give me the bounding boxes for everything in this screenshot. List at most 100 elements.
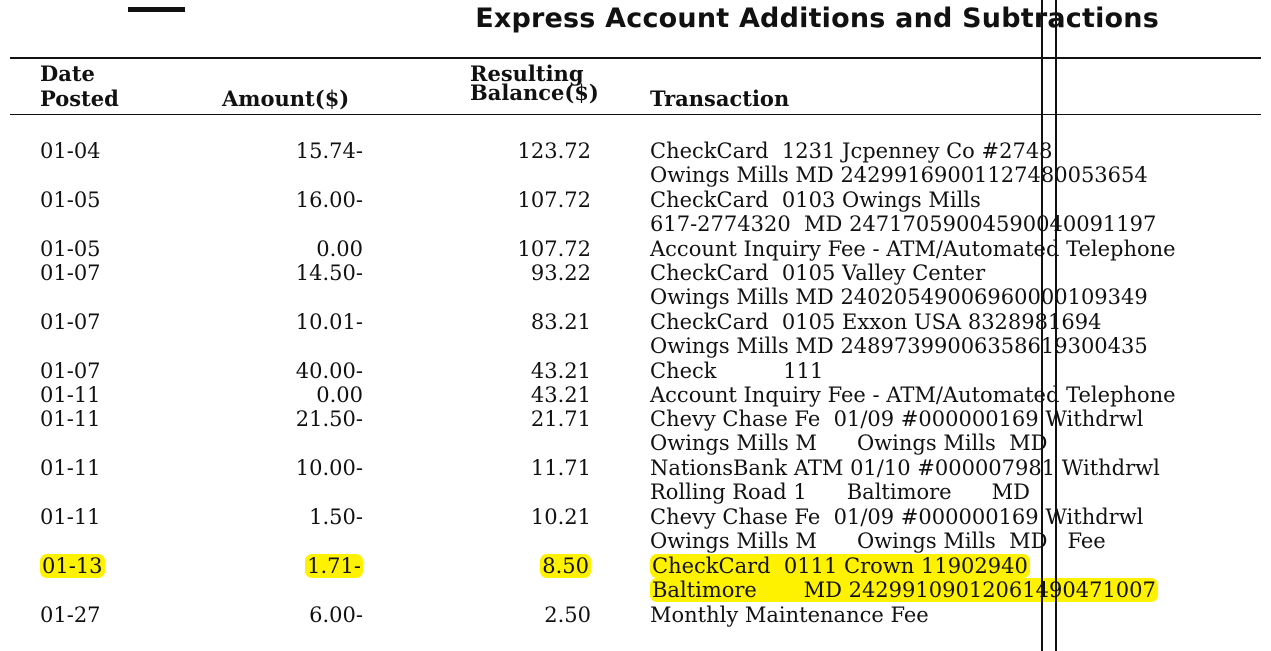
transaction-cell: CheckCard 1231 Jcpenney Co #2748 Owings M… [650, 139, 1148, 187]
balance-cell-text: 83.21 [530, 309, 591, 334]
amount-cell: 1.71- [305, 553, 363, 578]
header-balance-line2: Balance($) [470, 80, 599, 105]
balance-cell: 107.72 [518, 188, 591, 212]
date-cell-text: 01-07 [40, 261, 101, 285]
transaction-cell: Chevy Chase Fe 01/09 #000000169 Withdrwl… [650, 407, 1143, 455]
transaction-line2: Baltimore MD 24299109012061490471007 [650, 577, 1158, 602]
amount-cell-text: 15.74- [295, 139, 363, 163]
date-cell-text: 01-05 [40, 187, 101, 212]
transaction-line2: Owings Mills M Owings Mills MD Fee [650, 529, 1106, 553]
amount-cell: 0.00 [316, 383, 363, 407]
balance-cell: 93.22 [531, 261, 591, 285]
transaction-line1: CheckCard 0105 Exxon USA 8328981694 [650, 309, 1102, 334]
page-title: Express Account Additions and Subtractio… [475, 3, 1159, 34]
balance-cell-text: 2.50 [544, 602, 591, 627]
date-cell-text: 01-27 [40, 602, 101, 627]
transaction-line2: Owings Mills MD 24020549006960000109349 [650, 285, 1148, 309]
balance-cell-text: 43.21 [530, 358, 591, 383]
balance-cell-text: 123.72 [517, 139, 591, 163]
amount-cell-text: 0.00 [316, 236, 363, 261]
balance-cell: 43.21 [531, 383, 591, 407]
amount-cell: 6.00- [309, 603, 363, 627]
date-cell: 01-11 [40, 505, 101, 529]
transaction-line1: CheckCard 1231 Jcpenney Co #2748 [650, 139, 1053, 163]
date-cell-text: 01-13 [40, 553, 105, 578]
balance-cell: 43.21 [531, 359, 591, 383]
amount-cell-text: 1.71- [305, 553, 363, 578]
transaction-cell: CheckCard 0105 Exxon USA 8328981694 Owing… [650, 310, 1148, 358]
transaction-line1: Chevy Chase Fe 01/09 #000000169 Withdrwl [650, 505, 1144, 529]
transaction-cell: CheckCard 0105 Valley Center Owings Mills… [650, 261, 1148, 309]
amount-cell: 10.01- [296, 310, 363, 334]
amount-cell: 21.50- [296, 407, 363, 431]
transaction-line1: CheckCard 0111 Crown 11902940 [650, 553, 1030, 578]
amount-cell: 15.74- [296, 139, 363, 163]
transaction-line1: NationsBank ATM 01/10 #000007981 Withdrw… [650, 456, 1160, 481]
balance-cell-text: 107.72 [517, 187, 591, 212]
transaction-cell: NationsBank ATM 01/10 #000007981 Withdrw… [650, 456, 1160, 504]
date-cell: 01-07 [40, 359, 101, 383]
transaction-cell: CheckCard 0103 Owings Mills 617-2774320 M… [650, 188, 1156, 236]
transaction-cell: Account Inquiry Fee - ATM/Automated Tele… [650, 383, 1176, 407]
balance-cell-text: 43.21 [530, 383, 591, 407]
transaction-line2: 617-2774320 MD 24717059004590040091197 [650, 211, 1157, 236]
balance-cell-text: 93.22 [530, 261, 591, 285]
amount-cell: 40.00- [296, 359, 363, 383]
date-cell: 01-11 [40, 456, 101, 480]
transaction-cell: Monthly Maintenance Fee [650, 603, 929, 627]
balance-cell: 123.72 [518, 139, 591, 163]
transaction-line1: Account Inquiry Fee - ATM/Automated Tele… [650, 236, 1176, 261]
header-date-line1: Date [40, 61, 95, 86]
transaction-line1: Account Inquiry Fee - ATM/Automated Tele… [650, 383, 1176, 407]
amount-cell-text: 14.50- [295, 261, 363, 285]
date-cell: 01-04 [40, 139, 101, 163]
amount-cell-text: 1.50- [309, 505, 363, 529]
transaction-line1: Check 111 [650, 358, 824, 383]
balance-cell: 107.72 [518, 237, 591, 261]
date-cell: 01-05 [40, 188, 101, 212]
transaction-cell: Check 111 [650, 359, 823, 383]
amount-cell: 14.50- [296, 261, 363, 285]
transaction-line1: Chevy Chase Fe 01/09 #000000169 Withdrwl [650, 407, 1144, 432]
top-rule [10, 57, 1261, 59]
amount-cell: 0.00 [316, 237, 363, 261]
header-amount: Amount($) [222, 86, 350, 111]
amount-cell-text: 6.00- [309, 602, 363, 627]
transaction-cell: Account Inquiry Fee - ATM/Automated Tele… [650, 237, 1176, 261]
transaction-line2: Owings Mills MD 24299169001127480053654 [650, 163, 1148, 187]
date-cell-text: 01-11 [40, 407, 101, 432]
date-cell-text: 01-11 [40, 383, 101, 407]
transaction-line2: Owings Mills MD 24897399006358619300435 [650, 333, 1148, 358]
balance-cell-text: 8.50 [540, 553, 591, 578]
date-cell: 01-11 [40, 407, 101, 431]
amount-cell: 10.00- [296, 456, 363, 480]
date-cell: 01-13 [40, 553, 105, 578]
amount-cell-text: 21.50- [295, 407, 363, 432]
header-rule [10, 114, 1261, 115]
transaction-line1: CheckCard 0103 Owings Mills [650, 187, 981, 212]
amount-cell: 16.00- [296, 188, 363, 212]
balance-cell: 83.21 [531, 310, 591, 334]
transaction-cell: CheckCard 0111 Crown 11902940 Baltimore M… [650, 553, 1158, 602]
date-cell: 01-07 [40, 310, 101, 334]
balance-cell-text: 21.71 [530, 407, 591, 432]
balance-cell: 8.50 [540, 553, 591, 578]
date-cell-text: 01-07 [40, 358, 101, 383]
header-transaction: Transaction [650, 86, 790, 111]
balance-cell-text: 11.71 [530, 456, 591, 481]
amount-cell-text: 16.00- [295, 187, 363, 212]
amount-cell-text: 10.00- [295, 456, 363, 481]
amount-cell-text: 0.00 [316, 383, 363, 407]
header-balance-line1: Resulting [470, 61, 584, 86]
date-cell-text: 01-04 [40, 139, 101, 163]
header-date-line2: Posted [40, 86, 119, 111]
amount-cell-text: 10.01- [295, 309, 363, 334]
balance-cell: 10.21 [531, 505, 591, 529]
balance-cell: 21.71 [531, 407, 591, 431]
date-cell: 01-27 [40, 603, 101, 627]
scan-line-right [1055, 0, 1057, 651]
date-cell-text: 01-07 [40, 309, 101, 334]
date-cell-text: 01-11 [40, 456, 101, 481]
balance-cell-text: 107.72 [517, 236, 591, 261]
transaction-line1: Monthly Maintenance Fee [650, 602, 929, 627]
